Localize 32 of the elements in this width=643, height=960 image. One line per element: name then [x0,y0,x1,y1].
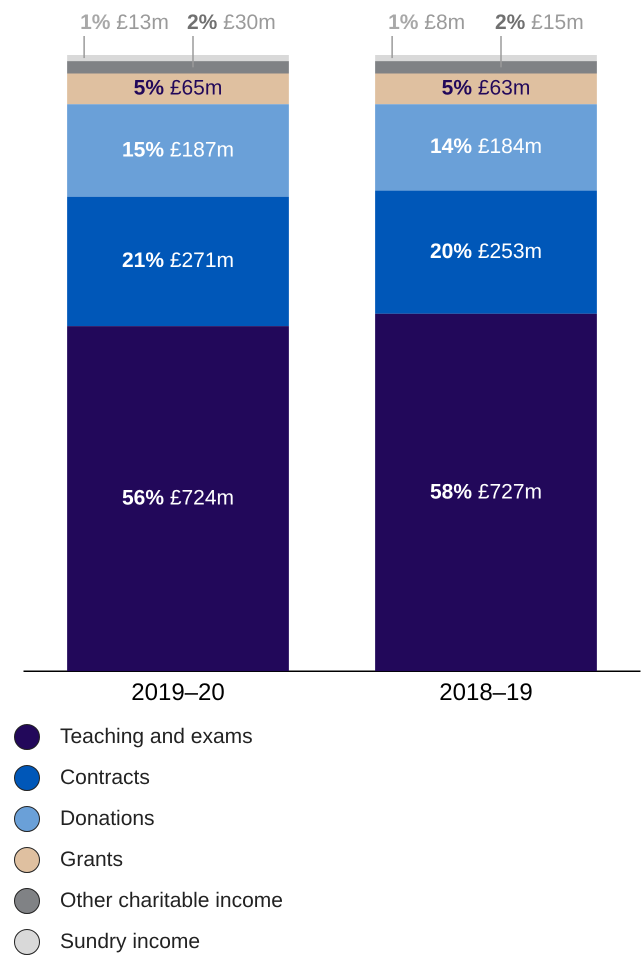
bar [375,55,597,62]
data-label: 56% £724m [122,486,234,510]
legend-label: Sundry income [60,930,200,954]
data-label: 14% £184m [430,135,542,158]
data-label: 5% £65m [134,76,222,100]
bar [67,55,289,62]
bar [375,314,597,672]
bar [375,190,597,314]
bar [375,61,597,74]
legend-label: Other charitable income [60,888,283,912]
bar [67,326,289,672]
data-label: 58% £727m [430,480,542,504]
bar [375,73,597,104]
x-tick-label: 2018–19 [439,679,533,706]
legend-label: Donations [60,806,155,830]
data-label: 21% £271m [122,249,234,272]
bar [375,104,597,191]
data-label: 2% £30m [187,10,276,34]
bar [67,196,289,326]
x-tick-label: 2019–20 [131,679,225,706]
legend-label: Grants [60,848,124,872]
data-label: 1% £8m [388,10,466,34]
text: Teaching and exams [60,724,253,748]
data-label: 15% £187m [122,138,234,162]
data-label: 2% £15m [495,10,584,34]
data-label: 1% £13m [80,10,169,34]
bar [67,73,289,104]
bar [67,61,289,74]
data-label: 5% £63m [442,76,530,100]
legend-label: Contracts [60,766,150,790]
bar [67,104,289,197]
data-label: 20% £253m [430,240,542,263]
